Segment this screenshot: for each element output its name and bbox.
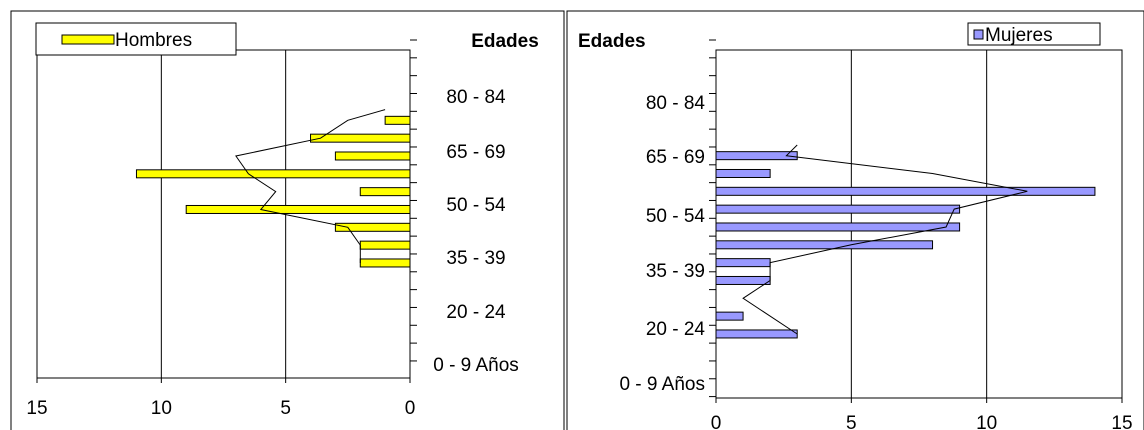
men-axis-title: Edades [471, 31, 539, 52]
women-x-tick-label: 10 [976, 413, 997, 430]
women-bar [715, 168, 771, 178]
men-age-label: 50 - 54 [446, 195, 506, 216]
women-age-label: 65 - 69 [646, 147, 705, 168]
men-legend-swatch [61, 34, 115, 45]
men-x-tick-label: 10 [151, 398, 172, 419]
men-bar [135, 169, 411, 179]
men-age-label: 0 - 9 Años [433, 355, 519, 376]
men-x-tick-label: 15 [26, 398, 47, 419]
women-bar [715, 186, 1096, 196]
men-legend-label: Hombres [115, 30, 192, 51]
women-x-tick-label: 5 [846, 413, 857, 430]
women-age-label: 0 - 9 Años [619, 374, 705, 395]
men-chart-frame [10, 10, 565, 430]
women-bar [715, 258, 771, 268]
men-bar [310, 133, 411, 143]
men-bar [359, 240, 411, 250]
men-bar [384, 115, 411, 125]
women-x-tick-label: 15 [1111, 413, 1132, 430]
women-age-label: 80 - 84 [646, 93, 706, 114]
women-axis-title: Edades [578, 31, 646, 52]
women-age-label: 35 - 39 [646, 261, 705, 282]
women-legend-label: Mujeres [985, 25, 1053, 46]
women-bar [715, 240, 934, 250]
men-age-label: 35 - 39 [446, 248, 505, 269]
women-trend-line [742, 144, 1028, 335]
women-legend-swatch [973, 29, 984, 40]
men-bar [334, 222, 411, 232]
men-trend-line [235, 109, 386, 263]
men-bar [185, 204, 411, 214]
men-x-tick-label: 5 [280, 398, 291, 419]
women-bar [715, 222, 961, 232]
men-age-label: 65 - 69 [446, 142, 505, 163]
men-bar [359, 258, 411, 268]
men-x-tick-label: 0 [405, 398, 416, 419]
women-x-tick-label: 0 [711, 413, 722, 430]
women-bar [715, 204, 961, 214]
men-plot-area [36, 49, 411, 379]
men-age-label: 20 - 24 [446, 302, 506, 323]
women-bar [715, 151, 798, 161]
women-bar [715, 275, 771, 285]
women-bar [715, 311, 744, 321]
women-legend-box [967, 22, 1101, 46]
women-age-label: 50 - 54 [646, 206, 706, 227]
women-chart-frame [566, 10, 1144, 430]
women-age-label: 20 - 24 [646, 319, 706, 340]
men-bar [359, 187, 411, 197]
men-age-label: 80 - 84 [446, 87, 506, 108]
women-bar [715, 329, 798, 339]
men-bar [334, 151, 411, 161]
